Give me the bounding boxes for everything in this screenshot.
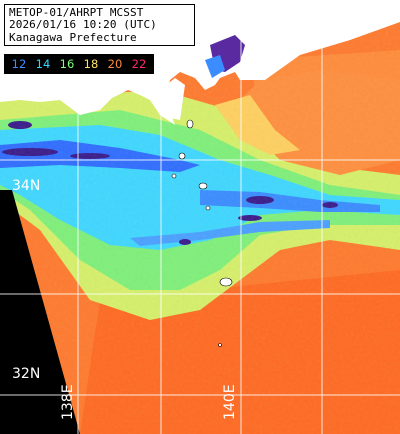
lon-label-140e: 140E <box>222 384 238 420</box>
metadata-box: METOP-01/AHRPT MCSST 2026/01/16 10:20 (U… <box>4 4 195 46</box>
legend-label-18: 18 <box>83 57 99 71</box>
legend-label-22: 22 <box>131 57 147 71</box>
region-name: Kanagawa Prefecture <box>9 30 137 44</box>
nodata-swath <box>0 190 80 434</box>
legend-label-12: 12 <box>11 57 27 71</box>
lat-label-34n: 34N <box>12 178 41 194</box>
lon-label-138e: 138E <box>60 384 76 420</box>
temperature-legend: 12 14 16 18 20 22 <box>4 54 154 74</box>
lat-label-32n: 32N <box>12 366 41 382</box>
legend-label-16: 16 <box>59 57 75 71</box>
legend-label-14: 14 <box>35 57 51 71</box>
observation-time: 2026/01/16 10:20 (UTC) <box>9 18 157 32</box>
land-izu-tip <box>160 78 185 120</box>
bay-blue <box>205 55 225 78</box>
islands <box>171 119 233 347</box>
satellite-title: METOP-01/AHRPT MCSST <box>9 6 144 19</box>
legend-label-20: 20 <box>107 57 123 71</box>
